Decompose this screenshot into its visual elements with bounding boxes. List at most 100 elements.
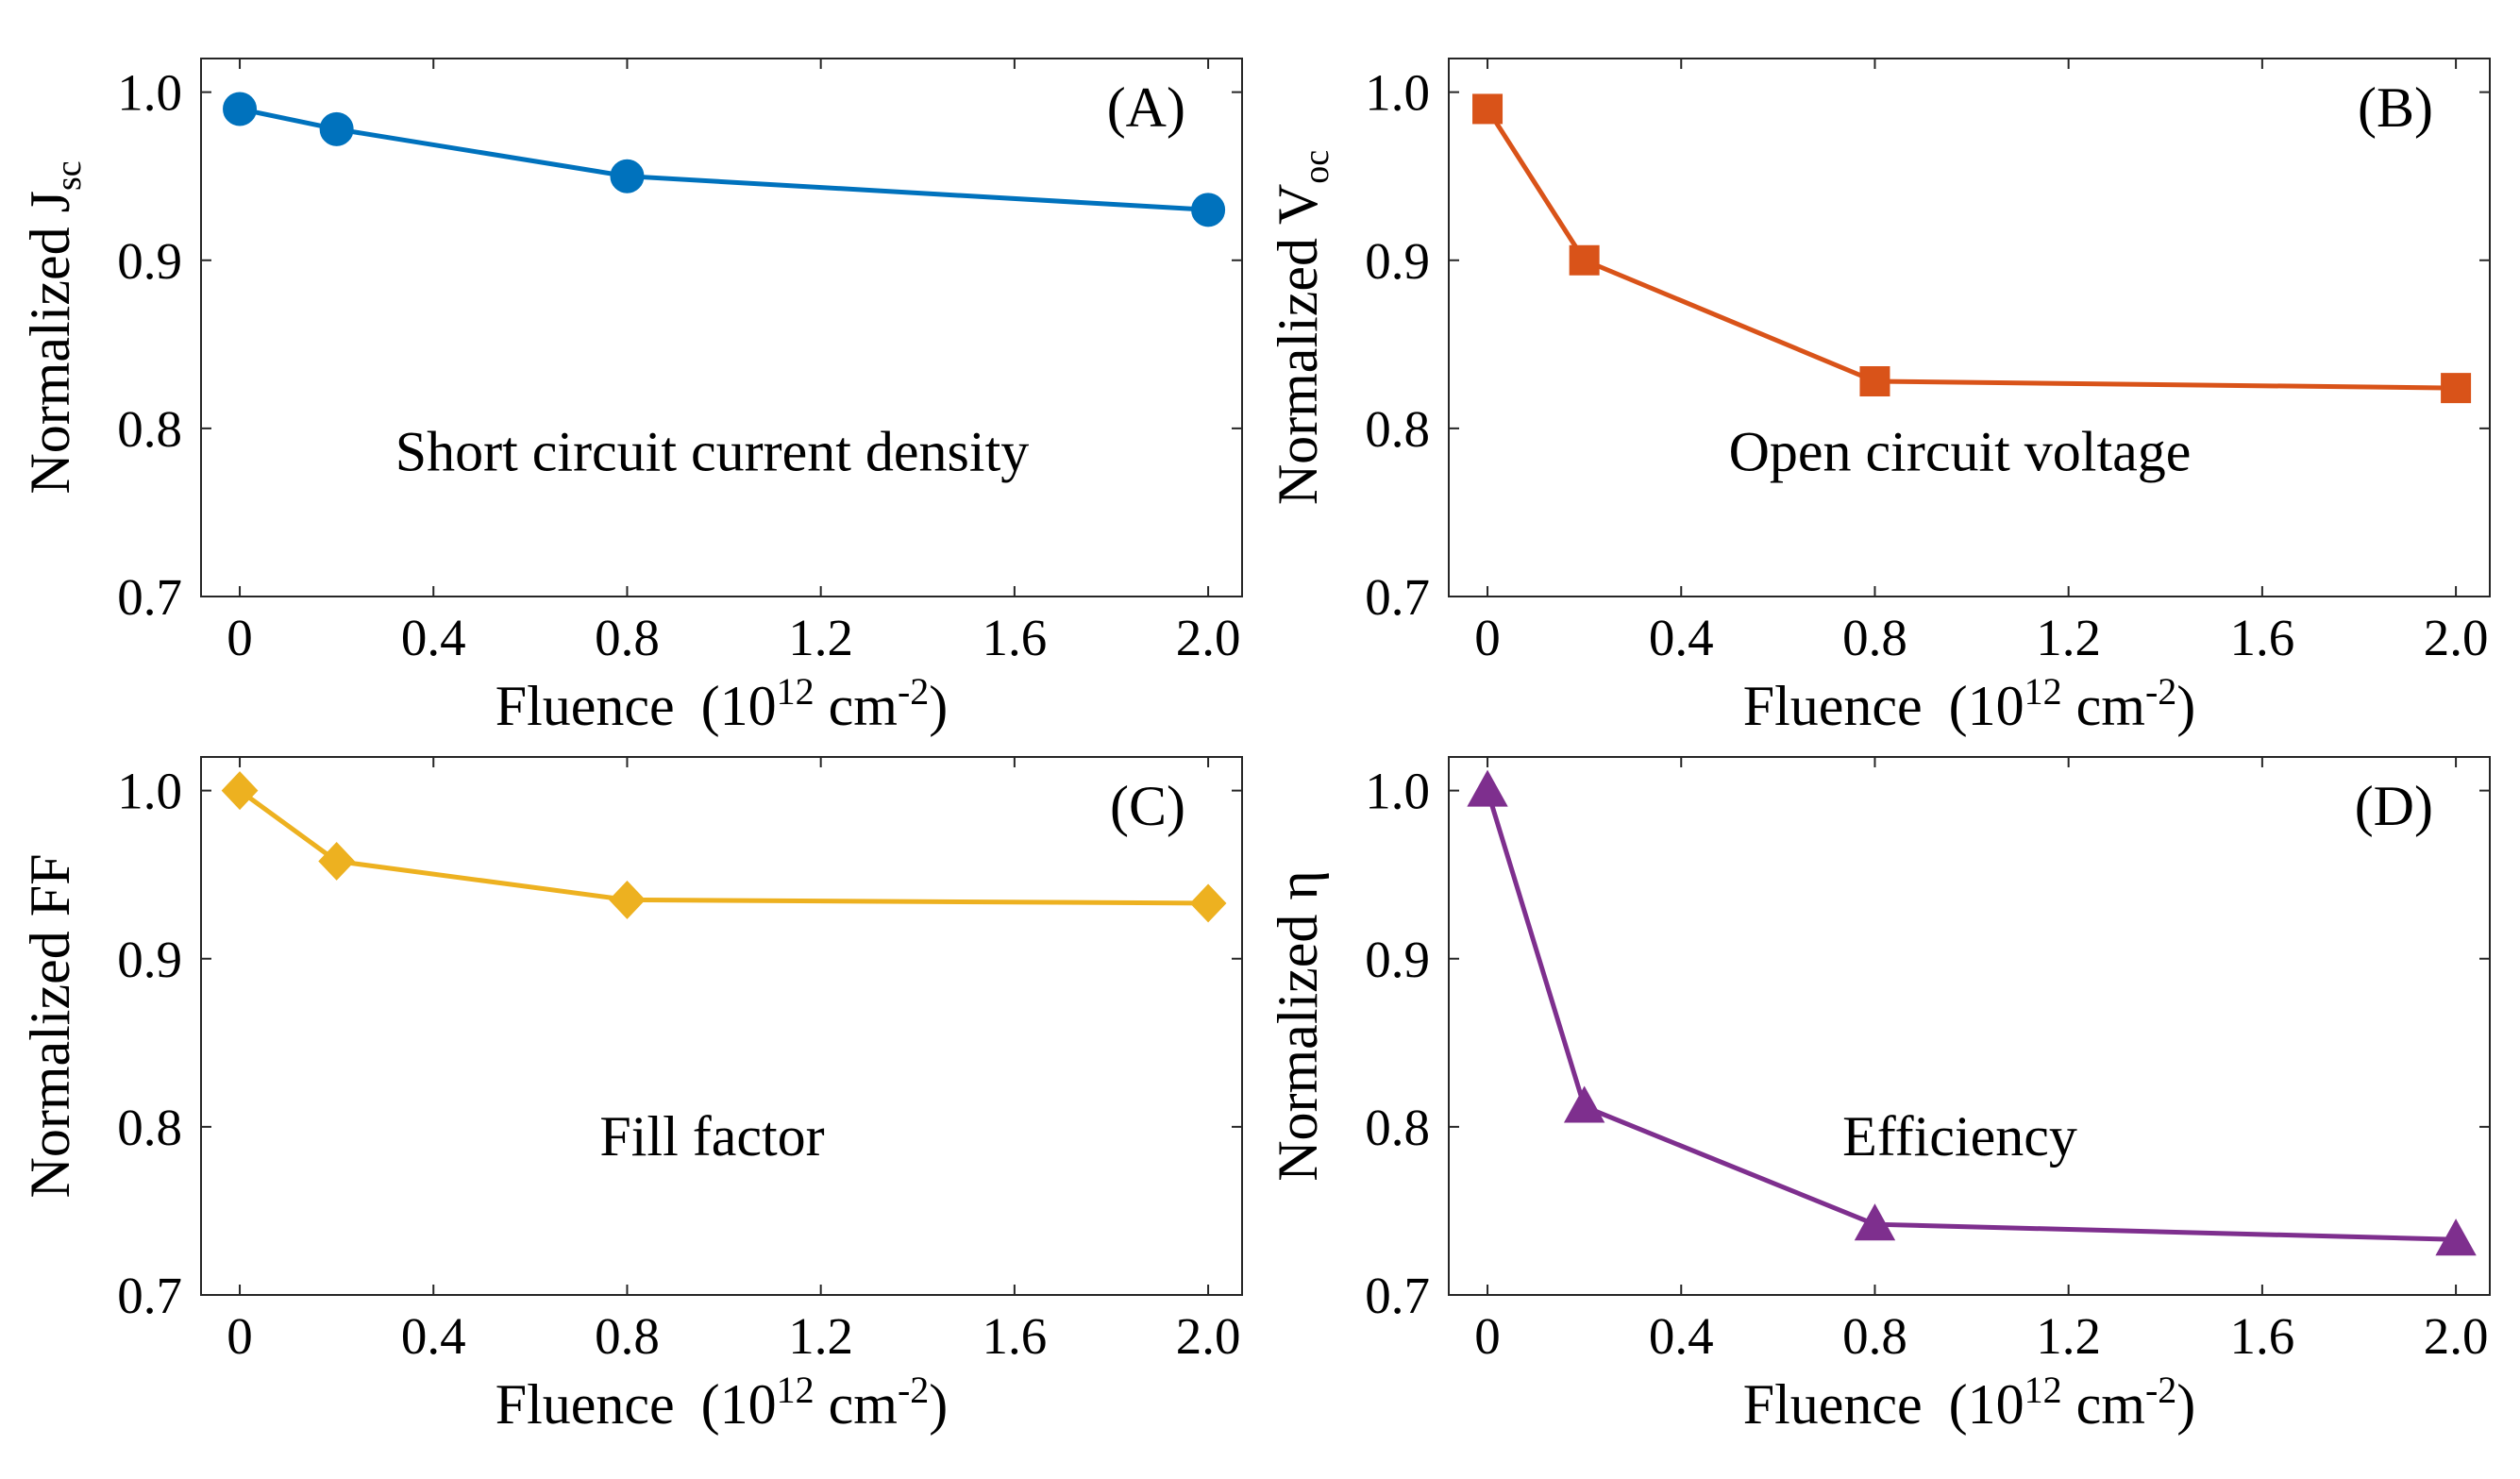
plot-frame bbox=[200, 58, 1243, 597]
x-axis-unit-close: ) bbox=[929, 1373, 948, 1436]
x-axis-label-text: Fluence bbox=[1743, 675, 1923, 737]
x-axis-unit-exponent: 12 bbox=[2024, 1369, 2062, 1411]
y-tick-label: 0.7 bbox=[1365, 568, 1430, 626]
data-point bbox=[609, 880, 646, 919]
series-line bbox=[1485, 108, 2457, 391]
x-tick-label: 1.2 bbox=[788, 609, 853, 666]
x-tick-label: 0 bbox=[227, 1307, 253, 1365]
y-axis-label-subscript: sc bbox=[49, 160, 89, 191]
y-axis-label-subscript: oc bbox=[1297, 150, 1336, 184]
x-axis-label: Fluence (1012 cm-2) bbox=[496, 670, 949, 737]
y-tick-label: 0.7 bbox=[1365, 1267, 1430, 1324]
x-tick-label: 2.0 bbox=[1176, 1307, 1241, 1365]
annotation-text: Short circuit current density bbox=[395, 420, 1029, 482]
x-tick-label: 0.4 bbox=[401, 1307, 466, 1365]
y-tick-label: 0.7 bbox=[117, 1267, 182, 1324]
x-axis-label-text: Fluence bbox=[496, 675, 675, 737]
x-axis-unit-close: ) bbox=[2176, 1373, 2195, 1436]
y-axis-label-text: Normalized η bbox=[1267, 870, 1329, 1182]
x-axis-unit-open: (10 bbox=[701, 675, 777, 737]
x-axis-unit-exponent: 12 bbox=[777, 670, 815, 713]
y-axis-label-text: Normalized J bbox=[19, 191, 81, 495]
data-point bbox=[1854, 1203, 1896, 1241]
x-tick-label: 0 bbox=[1474, 1307, 1501, 1365]
series-line bbox=[1485, 789, 2457, 1242]
x-tick-label: 1.6 bbox=[2230, 1307, 2295, 1365]
x-tick-label: 0.4 bbox=[1649, 1307, 1714, 1365]
x-tick-label: 1.2 bbox=[788, 1307, 853, 1365]
x-tick-label: 0.8 bbox=[1842, 1307, 1907, 1365]
y-tick-label: 1.0 bbox=[117, 64, 182, 122]
x-tick-label: 0 bbox=[227, 609, 253, 666]
x-axis-unit-open: (10 bbox=[1949, 675, 2024, 737]
data-point bbox=[1859, 366, 1890, 396]
plot-frame bbox=[1448, 756, 2491, 1296]
annotation-text: Efficiency bbox=[1842, 1105, 2077, 1168]
x-axis-unit-exponent: 12 bbox=[2024, 670, 2062, 713]
y-tick-label: 0.8 bbox=[1365, 1099, 1430, 1156]
x-tick-label: 2.0 bbox=[2424, 1307, 2489, 1365]
series-line bbox=[238, 788, 1209, 906]
x-axis-label: Fluence (1012 cm-2) bbox=[1743, 670, 2196, 737]
x-axis-unit-exponent2: -2 bbox=[2145, 670, 2176, 713]
panel-b: 0 0.4 0.8 1.2 1.6 2.0 0.7 0.8 0.9 1.0 Fluence (1012… bbox=[1267, 58, 2491, 737]
panel-c: 0 0.4 0.8 1.2 1.6 2.0 0.7 0.8 0.9 1.0 Fluence (1012… bbox=[19, 756, 1243, 1436]
x-axis-unit-cm: cm bbox=[2062, 675, 2145, 737]
y-tick-label: 0.9 bbox=[117, 232, 182, 290]
data-point bbox=[2441, 373, 2472, 404]
x-tick-label: 1.6 bbox=[983, 609, 1048, 666]
y-tick-label: 0.7 bbox=[117, 568, 182, 626]
x-tick-label: 1.2 bbox=[2036, 609, 2101, 666]
x-axis-unit-exponent2: -2 bbox=[898, 670, 929, 713]
x-tick-label: 0.8 bbox=[1842, 609, 1907, 666]
x-axis-unit-close: ) bbox=[2176, 675, 2195, 737]
y-tick-label: 0.8 bbox=[117, 1099, 182, 1156]
y-axis-label-text: Normalized FF bbox=[19, 854, 81, 1199]
x-tick-label: 0 bbox=[1474, 609, 1501, 666]
y-axis-label: Normalized Jsc bbox=[19, 160, 89, 494]
x-tick-label: 1.6 bbox=[2230, 609, 2295, 666]
panel-a: 0 0.4 0.8 1.2 1.6 2.0 0.7 0.8 0.9 1.0 Fluence (1012… bbox=[19, 58, 1243, 737]
x-tick-label: 2.0 bbox=[1176, 609, 1241, 666]
plot-frame bbox=[1448, 58, 2491, 597]
x-axis-unit-open: (10 bbox=[701, 1373, 777, 1436]
y-tick-label: 0.9 bbox=[1365, 232, 1430, 290]
x-axis-unit-exponent2: -2 bbox=[898, 1369, 929, 1411]
plot-frame bbox=[200, 756, 1243, 1296]
data-point bbox=[610, 159, 645, 193]
x-axis-label: Fluence (1012 cm-2) bbox=[496, 1369, 949, 1436]
x-axis-unit-cm: cm bbox=[815, 675, 898, 737]
y-tick-label: 1.0 bbox=[1365, 64, 1430, 122]
series-line bbox=[239, 106, 1209, 212]
x-axis-unit-cm: cm bbox=[2062, 1373, 2145, 1436]
data-point bbox=[2435, 1218, 2477, 1256]
x-tick-label: 1.6 bbox=[983, 1307, 1048, 1365]
data-point bbox=[1191, 193, 1226, 227]
data-point bbox=[1569, 244, 1600, 276]
y-axis-label: Normalized FF bbox=[19, 854, 81, 1199]
x-tick-label: 1.2 bbox=[2036, 1307, 2101, 1365]
panel-tag: (C) bbox=[1110, 775, 1185, 837]
y-tick-label: 0.8 bbox=[1365, 400, 1430, 458]
x-tick-label: 0.8 bbox=[595, 609, 660, 666]
data-point bbox=[318, 841, 356, 881]
data-point bbox=[319, 111, 354, 146]
data-point bbox=[1563, 1085, 1605, 1123]
x-axis-unit-open: (10 bbox=[1949, 1373, 2024, 1436]
x-tick-label: 0.8 bbox=[595, 1307, 660, 1365]
data-point bbox=[1467, 769, 1508, 807]
y-tick-label: 0.9 bbox=[1365, 931, 1430, 988]
data-point bbox=[221, 771, 259, 811]
y-tick-label: 1.0 bbox=[1365, 763, 1430, 820]
panel-tag: (A) bbox=[1107, 76, 1185, 139]
x-tick-label: 0.4 bbox=[401, 609, 466, 666]
annotation-text: Open circuit voltage bbox=[1729, 420, 2192, 482]
annotation-text: Fill factor bbox=[599, 1105, 824, 1168]
x-tick-label: 0.4 bbox=[1649, 609, 1714, 666]
y-tick-label: 0.9 bbox=[117, 931, 182, 988]
panel-d: 0 0.4 0.8 1.2 1.6 2.0 0.7 0.8 0.9 1.0 Fluence (1012… bbox=[1267, 756, 2491, 1436]
x-axis-unit-cm: cm bbox=[815, 1373, 898, 1436]
y-axis-label: Normalized Voc bbox=[1267, 150, 1336, 505]
y-axis-label: Normalized η bbox=[1267, 870, 1329, 1182]
